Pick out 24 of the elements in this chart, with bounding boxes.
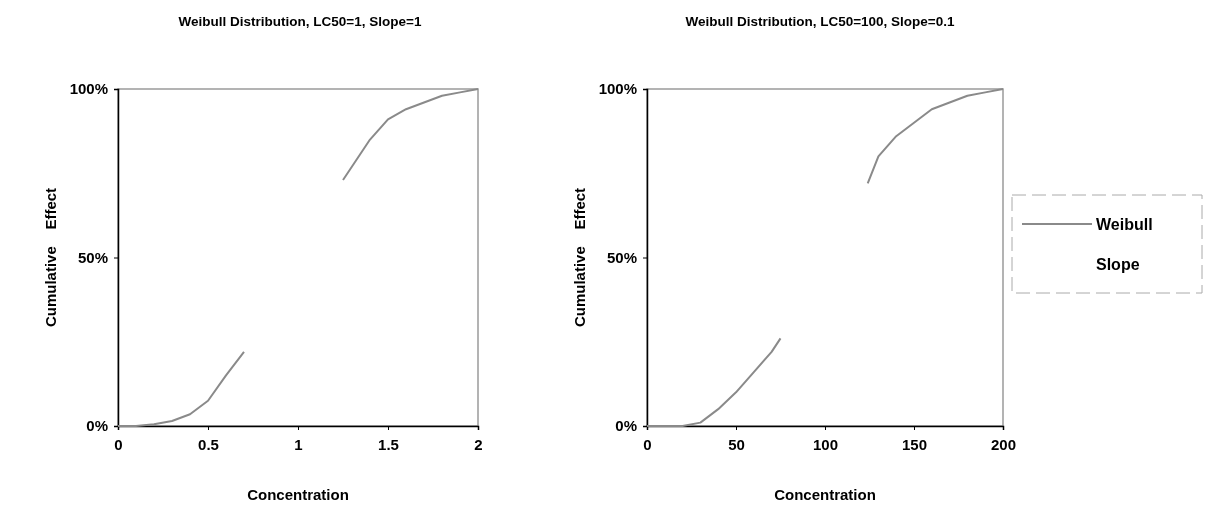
x-tick-label: 1 — [294, 435, 303, 453]
x-tick-label: 0 — [114, 435, 123, 453]
y-tick-label: 0% — [615, 417, 637, 435]
legend-label: Weibull — [1096, 216, 1153, 233]
x-tick-label: 200 — [990, 435, 1017, 453]
x-tick-label: 0.5 — [198, 435, 219, 453]
chart-title: Weibull Distribution, LC50=100, Slope=0.1 — [685, 14, 956, 29]
x-axis-title: Concentration — [774, 486, 876, 503]
x-tick-label: 1.5 — [378, 435, 399, 453]
x-tick-label: 50 — [728, 435, 745, 453]
chart-title: Weibull Distribution, LC50=1, Slope=1 — [178, 14, 422, 29]
y-tick-label: 0% — [86, 417, 108, 435]
x-tick-label: 100 — [812, 435, 839, 453]
y-tick-label: 100% — [69, 80, 108, 98]
x-tick-label: 150 — [901, 435, 928, 453]
x-tick-label: 0 — [643, 435, 652, 453]
y-tick-label: 50% — [606, 248, 637, 266]
y-axis-title: Cumulative Effect — [42, 187, 59, 328]
x-tick-label: 2 — [474, 435, 483, 453]
y-tick-label: 100% — [598, 80, 637, 98]
text: Slope — [1096, 256, 1140, 273]
y-axis-title: Cumulative Effect — [571, 187, 588, 328]
y-tick-label: 50% — [77, 248, 108, 266]
x-axis-title: Concentration — [247, 486, 349, 503]
